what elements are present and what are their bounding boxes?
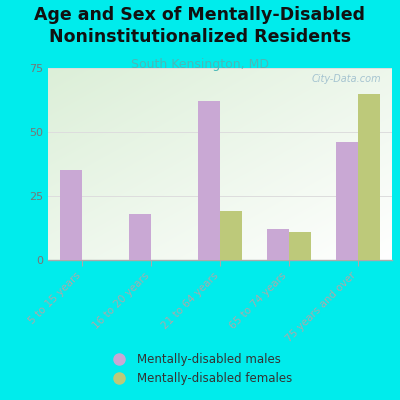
Text: City-Data.com: City-Data.com xyxy=(312,74,382,84)
Bar xyxy=(60,170,82,260)
Bar xyxy=(336,142,358,260)
Bar xyxy=(198,101,220,260)
Bar xyxy=(289,232,311,260)
Text: Age and Sex of Mentally-Disabled
Noninstitutionalized Residents: Age and Sex of Mentally-Disabled Noninst… xyxy=(34,6,366,46)
Bar xyxy=(220,211,242,260)
Text: South Kensington, MD: South Kensington, MD xyxy=(131,58,269,71)
Bar xyxy=(129,214,151,260)
Bar xyxy=(267,229,289,260)
Legend: Mentally-disabled males, Mentally-disabled females: Mentally-disabled males, Mentally-disabl… xyxy=(103,349,297,390)
Bar xyxy=(358,94,380,260)
